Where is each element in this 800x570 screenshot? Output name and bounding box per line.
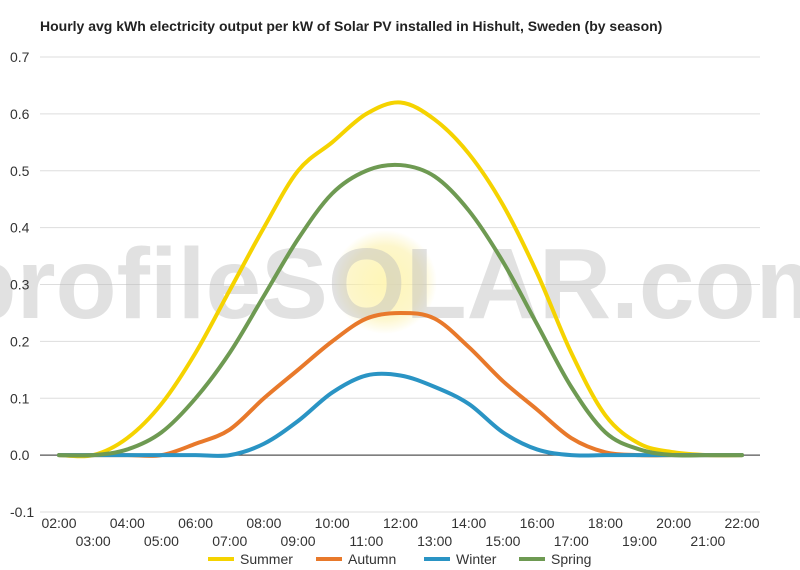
x-tick-label: 21:00 [690,533,725,549]
x-tick-label: 18:00 [588,515,623,531]
x-tick-label: 05:00 [144,533,179,549]
x-tick-label: 09:00 [281,533,316,549]
x-tick-label: 15:00 [485,533,520,549]
x-tick-label: 12:00 [383,515,418,531]
x-tick-label: 17:00 [554,533,589,549]
series-line-spring [57,162,744,458]
legend-label: Winter [456,551,497,567]
x-tick-label: 06:00 [178,515,213,531]
x-tick-label: 11:00 [349,533,383,549]
series-line-summer [57,100,744,459]
x-tick-label: 10:00 [315,515,350,531]
x-tick-label: 20:00 [656,515,691,531]
watermark-sun-icon [333,230,437,334]
x-tick-label: 14:00 [451,515,486,531]
legend-label: Autumn [348,551,396,567]
legend-label: Spring [551,551,591,567]
legend: Summer Autumn Winter Spring [208,551,591,567]
y-tick-label: 0.3 [10,277,30,293]
chart-title: Hourly avg kWh electricity output per kW… [40,18,663,34]
legend-label: Summer [240,551,293,567]
y-tick-label: 0.7 [10,49,30,65]
y-tick-label: 0.0 [10,447,30,463]
x-tick-label: 04:00 [110,515,145,531]
y-tick-label: 0.2 [10,333,30,349]
y-tick-label: 0.5 [10,163,30,179]
y-axis-ticks: 0.7 0.6 0.5 0.4 0.3 0.2 0.1 0.0 -0.1 [10,49,34,520]
y-tick-label: -0.1 [10,504,34,520]
watermark-layer: profileSOLAR.com [0,228,800,340]
y-tick-label: 0.1 [10,390,30,406]
x-tick-label: 08:00 [246,515,281,531]
series-line-winter [57,371,744,458]
x-tick-label: 02:00 [41,515,76,531]
x-tick-label: 22:00 [724,515,759,531]
x-tick-label: 03:00 [76,533,111,549]
watermark-text: profileSOLAR.com [0,228,800,340]
x-tick-label: 07:00 [212,533,247,549]
series-layer [57,100,744,459]
x-tick-label: 13:00 [417,533,452,549]
x-tick-label: 16:00 [520,515,555,531]
y-tick-label: 0.6 [10,106,30,122]
y-tick-label: 0.4 [10,220,30,236]
x-tick-label: 19:00 [622,533,657,549]
